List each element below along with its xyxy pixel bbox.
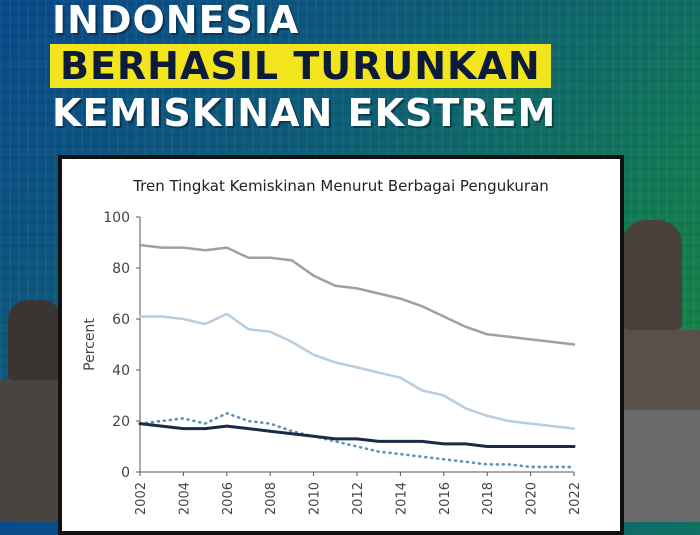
headline-line-3: KEMISKINAN EKSTREM <box>52 91 557 135</box>
y-tick-label: 0 <box>121 465 130 481</box>
x-tick-label: 2010 <box>308 482 323 515</box>
series-line-3 <box>138 412 576 469</box>
x-tick-label: 2008 <box>264 482 279 515</box>
poverty-trend-chart: Tren Tingkat Kemiskinan Menurut Berbagai… <box>82 177 583 515</box>
headline-line-1: INDONESIA <box>52 0 300 42</box>
y-tick-label: 40 <box>112 363 130 379</box>
crowd-figure-left-bottom <box>0 380 64 522</box>
y-tick-label: 80 <box>112 261 130 277</box>
y-tick-label: 20 <box>112 414 130 430</box>
x-tick-label: 2018 <box>481 482 496 515</box>
chart-card: Tren Tingkat Kemiskinan Menurut Berbagai… <box>58 155 624 535</box>
headline-line-2: BERHASIL TURUNKAN <box>50 44 551 88</box>
crowd-figure-right-bottom <box>622 410 700 522</box>
headline-highlight: BERHASIL TURUNKAN <box>50 44 551 88</box>
y-tick-label: 60 <box>112 312 130 328</box>
series-line-4 <box>138 422 576 448</box>
x-tick-label: 2006 <box>221 482 236 515</box>
x-tick-label: 2012 <box>351 482 366 515</box>
x-tick-label: 2014 <box>394 482 409 515</box>
x-tick-label: 2004 <box>177 482 192 515</box>
x-tick-label: 2022 <box>568 482 583 515</box>
y-axis-label: Percent <box>82 318 98 371</box>
chart-title: Tren Tingkat Kemiskinan Menurut Berbagai… <box>132 177 549 195</box>
series-line-2 <box>138 312 576 430</box>
x-tick-label: 2020 <box>525 482 540 515</box>
crowd-figure-right-mid <box>620 330 700 410</box>
x-tick-label: 2002 <box>134 482 149 515</box>
crowd-figure-right-top <box>622 220 682 330</box>
crowd-figure-left-top <box>8 300 62 380</box>
y-tick-label: 100 <box>103 210 130 226</box>
x-tick-label: 2016 <box>438 482 453 515</box>
series-line-1 <box>138 243 576 346</box>
